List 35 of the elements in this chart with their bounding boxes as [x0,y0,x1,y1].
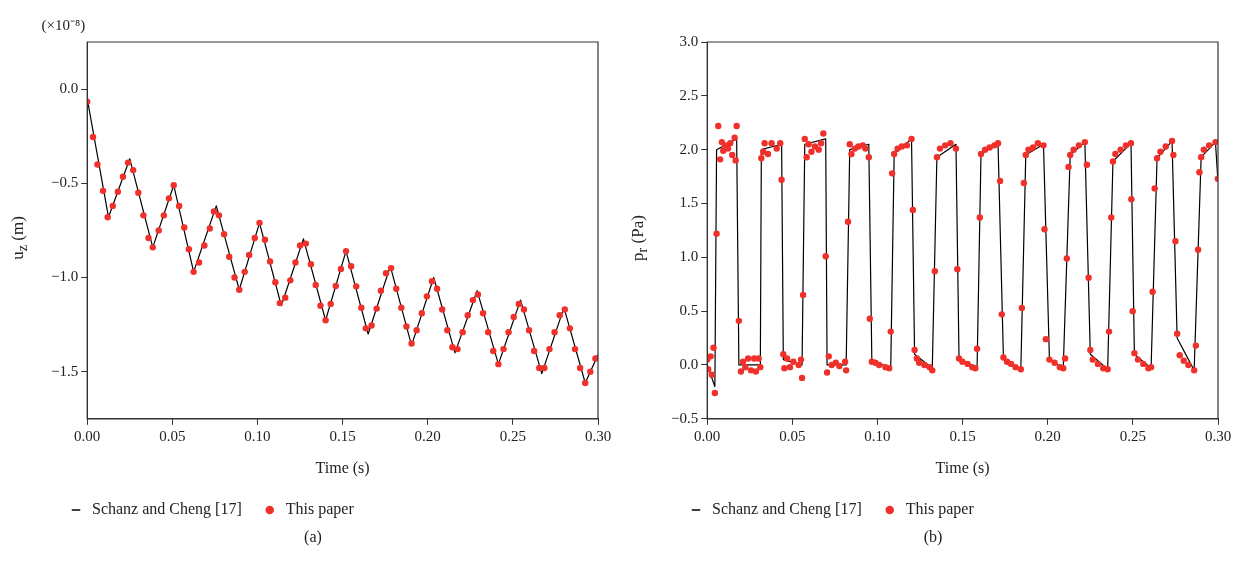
y-tick-label: −0.5 [670,409,699,426]
x-tick-label: 0.00 [694,427,721,444]
legend-label: This paper [905,500,975,519]
y-tick-label: 0.0 [679,355,699,372]
x-tick-label: 0.25 [499,427,526,444]
x-tick-label: 0.05 [779,427,806,444]
x-tick-label: 0.20 [1034,427,1061,444]
legend-label: Schanz and Cheng [17] [712,500,862,519]
y-tick-label: −0.5 [50,174,79,191]
x-axis-title: Time (s) [315,458,370,477]
x-tick-label: 0.10 [244,427,271,444]
x-tick-label: 0.30 [584,427,612,444]
y-tick-label: 3.0 [679,32,699,49]
y-tick-label: 2.5 [679,86,699,103]
text: (b) [923,528,943,546]
legend-label: Schanz and Cheng [17] [92,500,242,519]
x-tick-label: 0.15 [329,427,356,444]
y-tick-label: 1.0 [679,248,699,265]
x-tick-label: 0.05 [159,427,186,444]
x-tick-label: 0.20 [414,427,441,444]
y-tick-label: −1.0 [50,268,79,285]
y-tick-label: 1.5 [679,194,699,211]
x-tick-label: 0.15 [949,427,976,444]
x-tick-label: 0.30 [1204,427,1232,444]
x-tick-label: 0.10 [864,427,891,444]
x-tick-label: 0.00 [74,427,101,444]
y-tick-label: 2.0 [679,140,699,157]
y-tick-label: 0.5 [679,302,699,319]
text: (a) [304,528,322,546]
x-tick-label: 0.25 [1119,427,1146,444]
text: (×10⁻⁸) [41,16,86,34]
y-tick-label: −1.5 [50,362,79,379]
x-axis-title: Time (s) [935,458,990,477]
legend-label: This paper [285,500,355,519]
y-tick-label: 0.0 [59,80,79,97]
